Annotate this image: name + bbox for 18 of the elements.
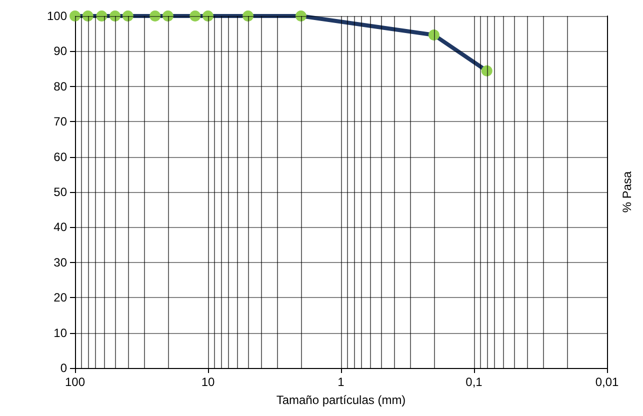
y-tick-label: 100 [46,9,68,23]
y-tick-label: 30 [54,255,68,270]
y-tick-label: 90 [54,44,68,58]
y-tick-label: 10 [54,326,68,340]
y-tick-label: 0 [60,361,68,375]
y-tick-label: 40 [54,220,68,234]
x-tick-label: 100 [64,375,86,389]
x-tick-label: 1 [338,375,345,389]
y-tick-label: 20 [54,290,68,305]
x-tick-label: 10 [201,375,215,389]
y-tick-label: 70 [54,114,68,129]
y-tick-label: 50 [54,185,68,199]
x-tick-label: 0,01 [595,375,619,389]
y-tick-label: 80 [54,79,68,94]
y-tick-label: 60 [54,150,68,164]
y-axis-title: % Pasa [620,171,634,213]
x-axis-title: Tamaño partículas (mm) [276,393,406,407]
x-tick-label: 0,1 [466,375,483,389]
